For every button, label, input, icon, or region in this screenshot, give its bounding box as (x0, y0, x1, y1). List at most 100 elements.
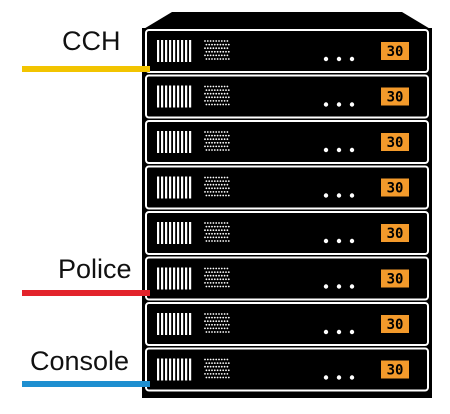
grille-dot (208, 180, 211, 183)
status-dot (323, 56, 329, 62)
grille-dot (211, 187, 213, 190)
grille-dot (205, 323, 208, 326)
grille-dot (226, 92, 229, 95)
grille-dot (212, 85, 215, 88)
grille-dot (227, 271, 230, 273)
vent-bar (185, 222, 188, 244)
grille-dot (211, 149, 213, 151)
vent-bar (157, 40, 160, 62)
grille-dot (225, 141, 227, 144)
grille-dot (208, 285, 211, 288)
status-dot (349, 238, 355, 244)
vent-bar (157, 267, 160, 290)
vent-bar (165, 267, 168, 290)
grille-dot (220, 54, 223, 57)
grille-dot (215, 40, 218, 42)
grille-dot (218, 282, 220, 284)
grille-dot (213, 134, 216, 137)
status-dot (349, 284, 355, 289)
grille-dot (227, 180, 230, 183)
grille-dot (206, 373, 209, 375)
grille-dot (222, 316, 225, 319)
grille-dot (205, 232, 208, 235)
grille-dot (220, 236, 223, 239)
grille-dot (223, 236, 226, 239)
grille-dot (220, 100, 223, 102)
status-dot (336, 284, 342, 289)
grille-dot (216, 194, 219, 197)
grille-dot (212, 54, 215, 57)
grille-dot (227, 225, 230, 228)
grille-dot (216, 278, 219, 281)
grille-dot (205, 89, 208, 91)
grille-dot (204, 85, 206, 88)
grille-dot (225, 278, 227, 281)
grille-dot (204, 138, 206, 141)
grille-dot (209, 327, 212, 330)
grille-dot (218, 54, 220, 57)
grille-dot (219, 376, 222, 379)
vent-bar (185, 358, 188, 381)
line-console (22, 381, 150, 387)
status-dot (349, 56, 355, 62)
grille-dot (220, 145, 223, 148)
grille-dot (223, 100, 226, 102)
grille-dot (227, 134, 230, 137)
grille-dot (212, 131, 215, 133)
grille-dot (205, 271, 208, 273)
grille-dot (213, 362, 216, 364)
vent-bar (189, 85, 192, 108)
grille-dot (215, 267, 218, 270)
grille-dot (212, 47, 215, 50)
grille-dot (219, 149, 222, 151)
grille-dot (204, 274, 206, 277)
grille-dot (209, 191, 212, 193)
grille-dot (211, 240, 213, 242)
grille-dot (223, 176, 226, 179)
grille-dot (208, 141, 211, 144)
status-dot (336, 329, 342, 335)
grille-dot (220, 131, 223, 133)
vent-bar (189, 176, 192, 199)
grille-dot (222, 240, 225, 242)
grille-dot (220, 365, 223, 368)
grille-dot (204, 373, 206, 375)
grille-dot (208, 187, 211, 190)
grille-dot (213, 187, 216, 190)
grille-dot (225, 369, 227, 372)
grille-dot (218, 320, 220, 323)
display-panel (381, 360, 409, 379)
grille-dot (213, 232, 216, 235)
grille-dot (209, 92, 212, 95)
grille-dot (213, 285, 216, 288)
vent-bar (157, 85, 160, 108)
grille-dot (225, 103, 227, 106)
vent-bar (161, 85, 164, 108)
grille-dot (213, 376, 216, 379)
grille-dot (226, 358, 229, 361)
grille-dot (216, 180, 219, 183)
grille-dot (227, 149, 230, 151)
grille-dot (218, 365, 220, 368)
grille-dot (206, 327, 209, 330)
grille-dot (216, 50, 219, 53)
grille-dot (205, 369, 208, 372)
line-police (22, 290, 150, 296)
vent-bar (185, 313, 188, 335)
grille-dot (212, 191, 215, 193)
grille-dot (215, 327, 218, 330)
grille-dot (226, 47, 229, 50)
vent-bar (185, 267, 188, 290)
grille-dot (227, 331, 230, 333)
status-dot (349, 375, 355, 380)
grille-dot (216, 134, 219, 137)
grille-dot (225, 96, 227, 99)
grille-dot (208, 149, 211, 151)
status-dot (323, 102, 329, 107)
grille-dot (219, 285, 222, 288)
grille-dot (218, 100, 220, 102)
grille-dot (218, 85, 220, 88)
grille-dot (208, 96, 211, 99)
grille-dot (204, 327, 206, 330)
grille-dot (218, 145, 220, 148)
